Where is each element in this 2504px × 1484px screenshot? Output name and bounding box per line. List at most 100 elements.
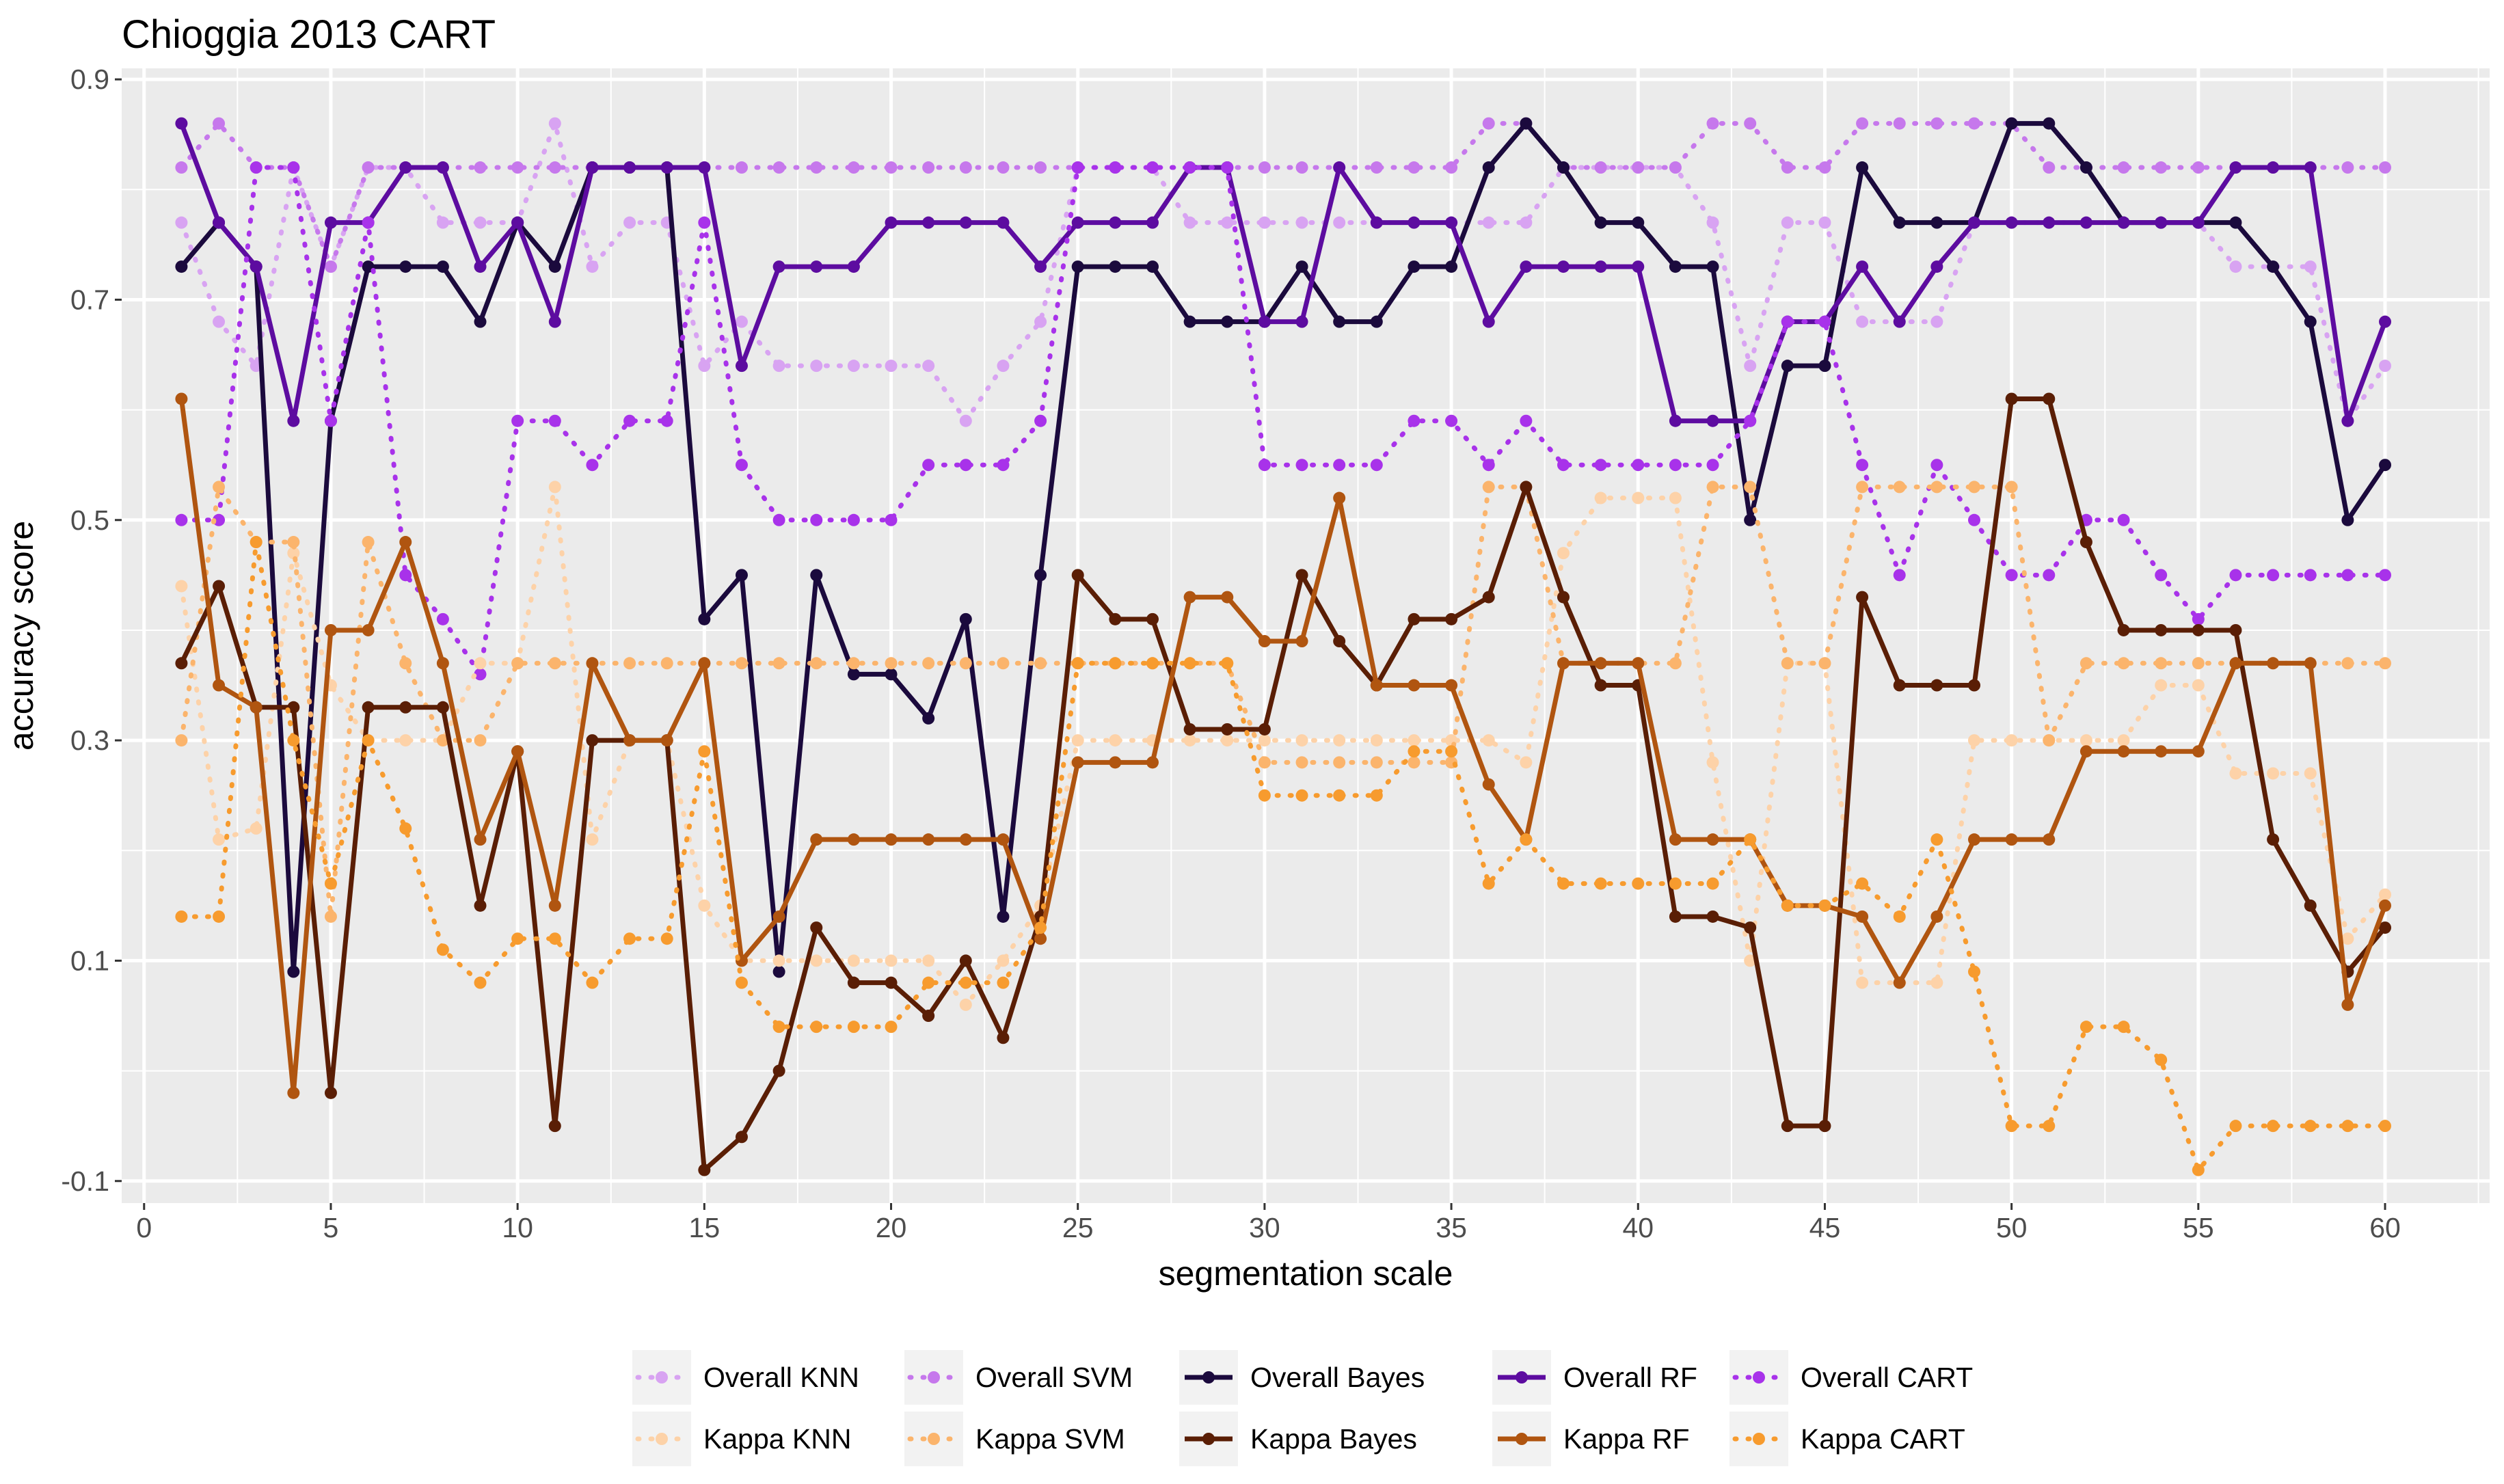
data-point xyxy=(1594,679,1607,692)
data-point xyxy=(2155,1053,2168,1066)
x-tick-label: 10 xyxy=(502,1212,533,1243)
data-point xyxy=(2155,745,2168,758)
data-point xyxy=(2192,161,2205,174)
data-point xyxy=(1706,414,1719,427)
data-point xyxy=(2267,833,2280,846)
data-point xyxy=(436,612,449,625)
series-overall-cart xyxy=(175,161,2392,681)
data-point xyxy=(2117,745,2130,758)
data-point xyxy=(2379,569,2392,582)
data-point xyxy=(2267,1120,2280,1133)
data-point xyxy=(175,657,188,670)
data-point xyxy=(474,161,487,174)
data-point xyxy=(1818,657,1831,670)
legend-item-overall-bayes[interactable]: Overall Bayes xyxy=(1179,1350,1425,1405)
legend-label: Kappa RF xyxy=(1563,1423,1690,1455)
data-point xyxy=(2304,569,2317,582)
legend-item-kappa-svm[interactable]: Kappa SVM xyxy=(904,1412,1125,1466)
data-point xyxy=(623,657,636,670)
data-point xyxy=(698,899,711,912)
legend-item-overall-cart[interactable]: Overall CART xyxy=(1729,1350,1973,1405)
series-kappa-rf xyxy=(175,392,2392,1099)
legend-label: Overall KNN xyxy=(703,1362,859,1393)
data-point xyxy=(1482,778,1495,791)
data-point xyxy=(997,360,1010,373)
data-point xyxy=(324,260,337,273)
data-point xyxy=(922,161,935,174)
data-point xyxy=(810,657,823,670)
data-point xyxy=(1594,260,1607,273)
data-point xyxy=(623,161,636,174)
data-point xyxy=(1408,260,1421,273)
data-point xyxy=(1968,513,1981,526)
data-point xyxy=(698,1163,711,1176)
data-point xyxy=(1818,899,1831,912)
data-point xyxy=(2192,657,2205,670)
legend-item-kappa-rf[interactable]: Kappa RF xyxy=(1492,1412,1690,1466)
data-point xyxy=(399,822,412,835)
data-point xyxy=(922,712,935,725)
data-point xyxy=(1744,481,1757,494)
data-point xyxy=(660,414,673,427)
data-point xyxy=(772,910,785,923)
data-point xyxy=(1781,161,1794,174)
legend-item-kappa-cart[interactable]: Kappa CART xyxy=(1729,1412,1965,1466)
data-point xyxy=(2117,161,2130,174)
data-point xyxy=(2079,657,2092,670)
data-point xyxy=(1632,657,1645,670)
data-point xyxy=(1557,459,1570,472)
data-point xyxy=(2379,921,2392,934)
data-point xyxy=(1258,459,1271,472)
x-tick-label: 40 xyxy=(1622,1212,1654,1243)
data-point xyxy=(1109,734,1122,747)
data-point xyxy=(959,833,972,846)
data-point xyxy=(399,536,412,549)
data-point xyxy=(1968,117,1981,130)
data-point xyxy=(1520,833,1533,846)
data-point xyxy=(2192,745,2205,758)
data-point xyxy=(436,734,449,747)
data-point xyxy=(1706,756,1719,769)
data-point xyxy=(1856,117,1869,130)
legend-key-point xyxy=(1516,1433,1528,1445)
data-point xyxy=(735,976,748,989)
data-point xyxy=(1669,260,1682,273)
data-point xyxy=(2229,216,2242,229)
data-point xyxy=(2304,260,2317,273)
legend-item-kappa-knn[interactable]: Kappa KNN xyxy=(632,1412,852,1466)
legend-item-kappa-bayes[interactable]: Kappa Bayes xyxy=(1179,1412,1417,1466)
data-point xyxy=(885,668,898,681)
data-point xyxy=(1930,481,1943,494)
data-point xyxy=(772,965,785,978)
data-point xyxy=(1408,756,1421,769)
data-point xyxy=(436,161,449,174)
data-point xyxy=(213,216,226,229)
data-point xyxy=(1445,612,1458,625)
data-point xyxy=(1295,315,1308,328)
legend-item-overall-svm[interactable]: Overall SVM xyxy=(904,1350,1133,1405)
data-point xyxy=(2155,161,2168,174)
data-point xyxy=(1856,910,1869,923)
data-point xyxy=(1930,459,1943,472)
data-point xyxy=(1445,260,1458,273)
data-point xyxy=(1295,734,1308,747)
chart-title: Chioggia 2013 CART xyxy=(122,12,496,57)
data-point xyxy=(922,216,935,229)
data-point xyxy=(885,360,898,373)
x-tick-label: 35 xyxy=(1436,1212,1467,1243)
data-point xyxy=(2043,161,2056,174)
data-point xyxy=(399,657,412,670)
data-point xyxy=(586,734,599,747)
legend-item-overall-knn[interactable]: Overall KNN xyxy=(632,1350,859,1405)
data-point xyxy=(1632,161,1645,174)
data-point xyxy=(1408,734,1421,747)
data-point xyxy=(1445,161,1458,174)
data-point xyxy=(586,161,599,174)
data-point xyxy=(2341,657,2354,670)
data-point xyxy=(959,998,972,1011)
legend-item-overall-rf[interactable]: Overall RF xyxy=(1492,1350,1697,1405)
data-point xyxy=(1034,932,1047,945)
data-point xyxy=(213,481,226,494)
data-point xyxy=(623,734,636,747)
data-point xyxy=(1594,161,1607,174)
